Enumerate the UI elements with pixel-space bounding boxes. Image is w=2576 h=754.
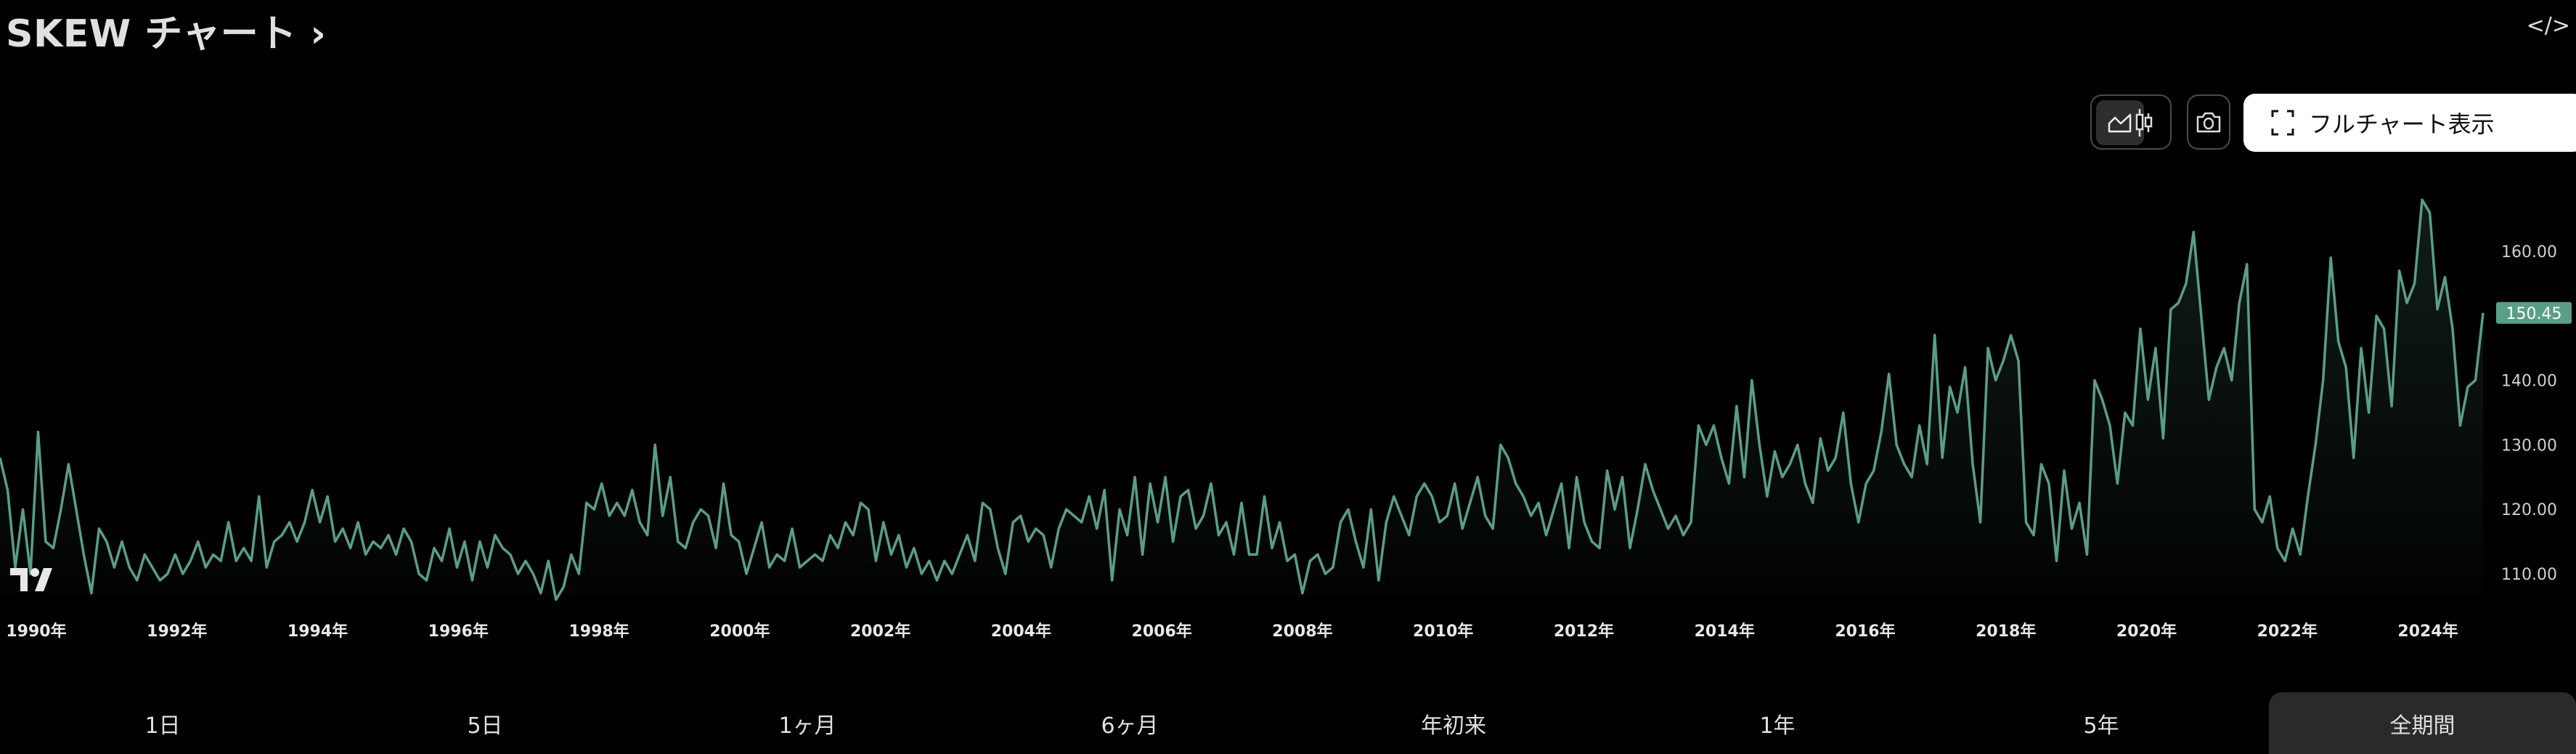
range-label: 全期間: [2389, 713, 2455, 739]
x-tick-label: 2020年: [2116, 622, 2177, 641]
range-button-7[interactable]: 全期間: [2269, 692, 2576, 754]
x-tick-label: 1990年: [6, 622, 66, 641]
range-button-5[interactable]: 1年: [1705, 692, 1850, 754]
x-tick-label: 2008年: [1272, 622, 1332, 641]
range-button-6[interactable]: 5年: [2029, 692, 2174, 754]
area-fill: [0, 200, 2483, 600]
x-tick-label: 1992年: [147, 622, 207, 641]
x-tick-label: 1996年: [428, 622, 489, 641]
x-tick-label: 2004年: [991, 622, 1051, 641]
tradingview-logo[interactable]: [10, 568, 62, 594]
x-tick-label: 2024年: [2397, 622, 2458, 641]
y-tick-label: 130.00: [2501, 437, 2557, 455]
range-label: 5日: [467, 713, 503, 739]
x-tick-label: 2018年: [1976, 622, 2036, 641]
y-tick-label: 160.00: [2501, 243, 2557, 262]
range-label: 1年: [1759, 713, 1796, 739]
last-value-badge: [2496, 301, 2572, 324]
x-tick-label: 1994年: [288, 622, 348, 641]
x-tick-label: 2012年: [1554, 622, 1614, 641]
x-tick-label: 1998年: [568, 622, 629, 641]
x-tick-label: 2010年: [1413, 622, 1473, 641]
camera-icon: [2196, 112, 2221, 133]
fullscreen-icon: [2271, 110, 2294, 136]
range-button-2[interactable]: 1ヶ月: [735, 692, 880, 754]
price-line: [0, 198, 2485, 601]
chart-title-link[interactable]: SKEW チャート ›: [6, 3, 326, 57]
x-tick-label: 2000年: [709, 622, 770, 641]
range-label: 1ヶ月: [778, 713, 836, 739]
full-chart-button[interactable]: フルチャート表示: [2243, 94, 2576, 152]
skew-area-chart[interactable]: 110.00 120.00 130.00 140.00 160.00 1990年 1992年…: [0, 0, 2576, 654]
chevron-right-icon: ›: [310, 12, 327, 56]
y-tick-label: 140.00: [2501, 373, 2557, 391]
x-tick-label: 2002年: [850, 622, 910, 641]
x-tick-label: 2006年: [1132, 622, 1192, 641]
candlestick-icon: [2135, 109, 2153, 137]
x-tick-label: 2016年: [1835, 622, 1895, 641]
candlestick-button[interactable]: [2122, 100, 2166, 145]
x-tick-label: 2014年: [1695, 622, 1755, 641]
range-button-3[interactable]: 6ヶ月: [1057, 692, 1202, 754]
range-button-1[interactable]: 5日: [412, 692, 558, 754]
range-button-4[interactable]: 年初来: [1381, 692, 1526, 754]
x-tick-label: 2022年: [2257, 622, 2318, 641]
screenshot-button[interactable]: [2187, 94, 2230, 150]
full-chart-label: フルチャート表示: [2309, 110, 2495, 138]
range-button-0[interactable]: 1日: [90, 692, 235, 754]
range-label: 1日: [144, 713, 181, 739]
chart-type-toggle: [2090, 94, 2172, 150]
y-tick-label: 120.00: [2501, 501, 2557, 519]
range-label: 年初来: [1421, 713, 1486, 739]
embed-code-icon[interactable]: </>: [2526, 13, 2570, 38]
area-chart-icon: [2108, 113, 2132, 133]
last-value-label: 150.45: [2506, 305, 2562, 323]
time-range-bar: 1日 5日 1ヶ月 6ヶ月 年初来 1年 5年 全期間: [0, 692, 2576, 754]
range-label: 5年: [2083, 713, 2119, 739]
range-label: 6ヶ月: [1101, 713, 1159, 739]
chart-title: SKEW チャート: [6, 12, 297, 56]
y-tick-label: 110.00: [2501, 566, 2557, 584]
